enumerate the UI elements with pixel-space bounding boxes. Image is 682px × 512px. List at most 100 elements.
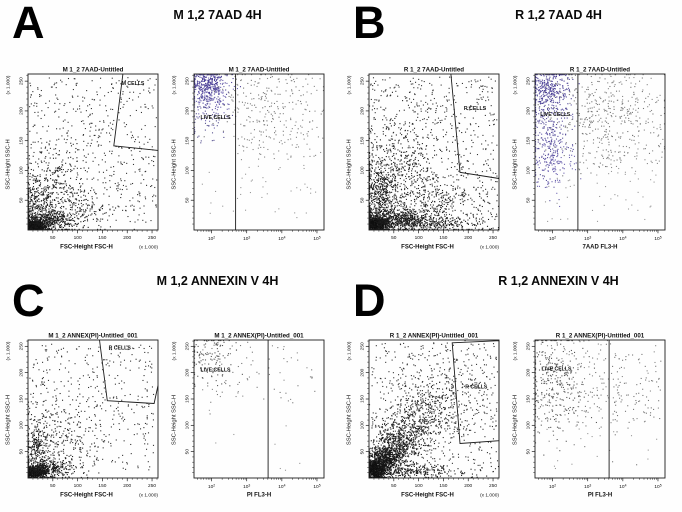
svg-text:R 1_2 ANNEX(PI)-Untitled_001: R 1_2 ANNEX(PI)-Untitled_001 [390,333,479,340]
svg-text:200: 200 [526,107,532,115]
svg-text:200: 200 [19,368,25,376]
svg-text:100: 100 [415,483,423,489]
plot-axes-D1: R 1_2 ANNEX(PI)-Untitled_001 (x 1.000) SSC… [347,333,500,499]
svg-text:50: 50 [391,483,397,489]
svg-text:R CELLS: R CELLS [465,384,488,390]
svg-text:150: 150 [185,136,191,144]
panel-a-plots: M 1_2 7AAD-Untitled (x 1.000) SSC-Height S… [0,64,341,256]
svg-text:100: 100 [185,166,191,174]
svg-text:(x 1.000): (x 1.000) [347,341,353,360]
svg-text:250: 250 [185,342,191,350]
plot-axes-A2: M 1_2 7AAD-Untitled (x 1.000) SSC-Height S… [172,67,325,242]
svg-text:150: 150 [439,235,447,241]
svg-text:7AAD FL3-H: 7AAD FL3-H [582,245,617,251]
svg-text:150: 150 [185,395,191,403]
scatter-canvas-B1 [369,74,499,230]
svg-text:104: 104 [278,235,285,242]
svg-text:100: 100 [185,421,191,429]
scatter-canvas-C2 [194,340,324,478]
svg-text:PI FL3-H: PI FL3-H [588,493,612,499]
panel-d: D R 1,2 ANNEXIN V 4H R 1_2 ANNEX(PI)-Unt… [341,256,682,512]
scatter-canvas-D2 [535,340,665,478]
plot-axes-D2: R 1_2 ANNEX(PI)-Untitled_001 (x 1.000) SSC… [513,333,666,499]
svg-text:200: 200 [123,235,131,241]
scatter-plot-C1: M 1_2 ANNEX(PI)-Untitled_001 (x 1.000) SSC… [0,330,170,512]
svg-text:250: 250 [19,77,25,85]
svg-text:(x 1.000): (x 1.000) [513,75,519,94]
svg-text:FSC-Height FSC-H: FSC-Height FSC-H [401,493,454,499]
svg-text:105: 105 [313,483,320,490]
svg-text:FSC-Height FSC-H: FSC-Height FSC-H [60,493,113,499]
svg-text:150: 150 [19,136,25,144]
plot-axes-A1: M 1_2 7AAD-Untitled (x 1.000) SSC-Height S… [6,67,159,251]
svg-text:R CELLS: R CELLS [109,346,132,352]
scatter-canvas-C1 [28,340,158,478]
svg-text:200: 200 [123,483,131,489]
svg-text:(x 1.000): (x 1.000) [6,75,12,94]
svg-text:50: 50 [526,449,532,455]
panel-c-plots: M 1_2 ANNEX(PI)-Untitled_001 (x 1.000) SSC… [0,330,341,512]
svg-text:100: 100 [74,235,82,241]
svg-text:200: 200 [464,483,472,489]
svg-text:(x 1.000): (x 1.000) [139,245,158,251]
svg-text:100: 100 [360,421,366,429]
scatter-canvas-A1 [28,74,158,230]
svg-text:100: 100 [74,483,82,489]
panel-c-letter: C [12,275,44,326]
svg-text:100: 100 [19,166,25,174]
svg-text:SSC-Height SSC-H: SSC-Height SSC-H [6,139,12,189]
svg-text:150: 150 [526,136,532,144]
svg-text:SSC-Height SSC-H: SSC-Height SSC-H [347,139,353,189]
svg-text:200: 200 [19,107,25,115]
svg-text:200: 200 [185,368,191,376]
plot-axes-C1: M 1_2 ANNEX(PI)-Untitled_001 (x 1.000) SSC… [6,333,159,499]
svg-text:M 1_2 ANNEX(PI)-Untitled_001: M 1_2 ANNEX(PI)-Untitled_001 [214,333,304,340]
svg-text:103: 103 [243,235,250,242]
scatter-plot-D2: R 1_2 ANNEX(PI)-Untitled_001 (x 1.000) SSC… [507,330,677,512]
svg-text:200: 200 [360,368,366,376]
svg-text:250: 250 [185,77,191,85]
svg-text:250: 250 [526,342,532,350]
svg-text:R 1_2 7AAD-Untitled: R 1_2 7AAD-Untitled [570,67,630,74]
panel-a: A M 1,2 7AAD 4H M 1_2 7AAD-Untitled (x 1.… [0,0,341,256]
svg-text:102: 102 [208,235,215,242]
svg-text:M 1_2 7AAD-Untitled: M 1_2 7AAD-Untitled [229,67,290,74]
svg-text:250: 250 [489,483,497,489]
svg-text:SSC-Height SSC-H: SSC-Height SSC-H [513,395,519,445]
svg-text:104: 104 [619,235,626,242]
svg-text:250: 250 [360,342,366,350]
svg-text:103: 103 [243,483,250,490]
svg-text:250: 250 [19,342,25,350]
panel-a-letter: A [12,0,44,48]
svg-text:(x 1.000): (x 1.000) [513,341,519,360]
svg-text:(x 1.000): (x 1.000) [172,341,178,360]
svg-text:50: 50 [50,235,56,241]
svg-text:102: 102 [549,483,556,490]
svg-text:103: 103 [584,235,591,242]
svg-text:100: 100 [526,421,532,429]
scatter-plot-C2: M 1_2 ANNEX(PI)-Untitled_001 (x 1.000) SSC… [166,330,336,512]
scatter-plot-A2: M 1_2 7AAD-Untitled (x 1.000) SSC-Height S… [166,64,336,270]
panel-c: C M 1,2 ANNEXIN V 4H M 1_2 ANNEX(PI)-Unt… [0,256,341,512]
svg-text:105: 105 [654,235,661,242]
svg-text:M 1_2 7AAD-Untitled: M 1_2 7AAD-Untitled [63,67,124,74]
svg-text:(x 1.000): (x 1.000) [6,341,12,360]
scatter-canvas-B2 [535,74,665,230]
svg-text:FSC-Height FSC-H: FSC-Height FSC-H [401,245,454,251]
scatter-canvas-D1 [369,340,499,478]
svg-text:150: 150 [439,483,447,489]
svg-text:(x 1.000): (x 1.000) [347,75,353,94]
svg-text:50: 50 [185,197,191,203]
svg-text:SSC-Height SSC-H: SSC-Height SSC-H [172,139,178,189]
svg-text:LIVE CELLS: LIVE CELLS [201,115,232,121]
svg-text:SSC-Height SSC-H: SSC-Height SSC-H [513,139,519,189]
panel-b-letter: B [353,0,385,48]
svg-text:50: 50 [50,483,56,489]
svg-text:100: 100 [360,166,366,174]
panel-d-plots: R 1_2 ANNEX(PI)-Untitled_001 (x 1.000) SSC… [341,330,682,512]
svg-text:LIVE CELLS: LIVE CELLS [201,368,232,374]
svg-text:(x 1.000): (x 1.000) [480,493,499,499]
svg-text:150: 150 [526,395,532,403]
svg-text:250: 250 [360,77,366,85]
